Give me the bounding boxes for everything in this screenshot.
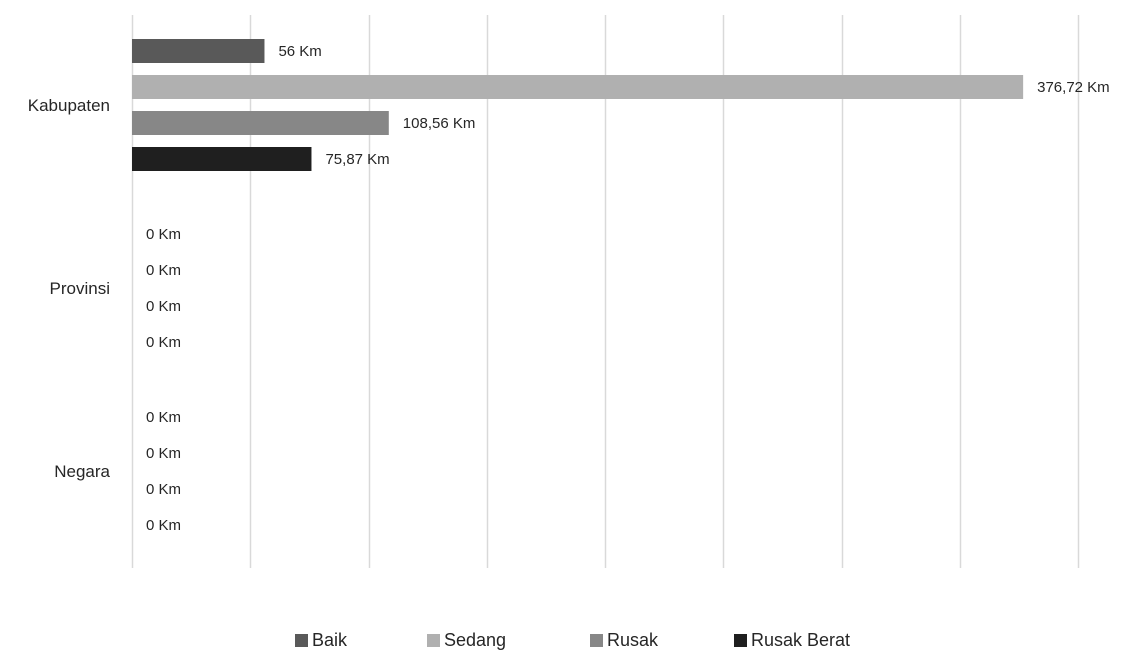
gridlines (131, 15, 1080, 568)
category-label-negara: Negara (54, 462, 110, 481)
legend: Baik Sedang Rusak Rusak Berat (0, 630, 1125, 652)
data-label-negara-sedang: 0 Km (146, 445, 181, 462)
legend-label-rusak: Rusak (607, 630, 659, 650)
bars (132, 39, 1024, 171)
data-label-provinsi-sedang: 0 Km (146, 262, 181, 279)
data-label-kabupaten-rusak: 108,56 Km (403, 115, 476, 132)
bar-kabupaten-sedang (132, 75, 1024, 99)
category-label-kabupaten: Kabupaten (28, 96, 110, 115)
data-label-negara-rusak: 0 Km (146, 481, 181, 498)
data-label-negara-baik: 0 Km (146, 409, 181, 426)
data-label-provinsi-rusak: 0 Km (146, 298, 181, 315)
legend-swatch-rusak (590, 634, 603, 647)
legend-item-rusak: Rusak (590, 630, 658, 651)
bar-kabupaten-rusak-berat (132, 147, 312, 171)
legend-swatch-rusak-berat (734, 634, 747, 647)
legend-swatch-baik (295, 634, 308, 647)
category-labels: Kabupaten Provinsi Negara (28, 96, 111, 481)
legend-item-baik: Baik (295, 630, 347, 651)
bar-kabupaten-rusak (132, 111, 389, 135)
data-label-kabupaten-sedang: 376,72 Km (1037, 79, 1110, 96)
data-label-negara-rusak-berat: 0 Km (146, 517, 181, 534)
bar-chart: Kabupaten Provinsi Negara 56 Km 376,72 Km 10… (28, 15, 1110, 568)
data-labels: 56 Km 376,72 Km 108,56 Km 75,87 Km 0 Km 0 Km 0… (146, 43, 1110, 534)
data-label-kabupaten-baik: 56 Km (278, 43, 321, 60)
legend-label-baik: Baik (312, 630, 348, 650)
legend-item-rusak-berat: Rusak Berat (734, 630, 850, 651)
legend-label-sedang: Sedang (444, 630, 507, 650)
legend-swatch-sedang (427, 634, 440, 647)
legend-item-sedang: Sedang (427, 630, 506, 651)
category-label-provinsi: Provinsi (50, 279, 110, 298)
data-label-provinsi-rusak-berat: 0 Km (146, 334, 181, 351)
data-label-kabupaten-rusak-berat: 75,87 Km (325, 151, 389, 168)
data-label-provinsi-baik: 0 Km (146, 226, 181, 243)
legend-label-rusak-berat: Rusak Berat (751, 630, 851, 650)
bar-kabupaten-baik (132, 39, 265, 63)
